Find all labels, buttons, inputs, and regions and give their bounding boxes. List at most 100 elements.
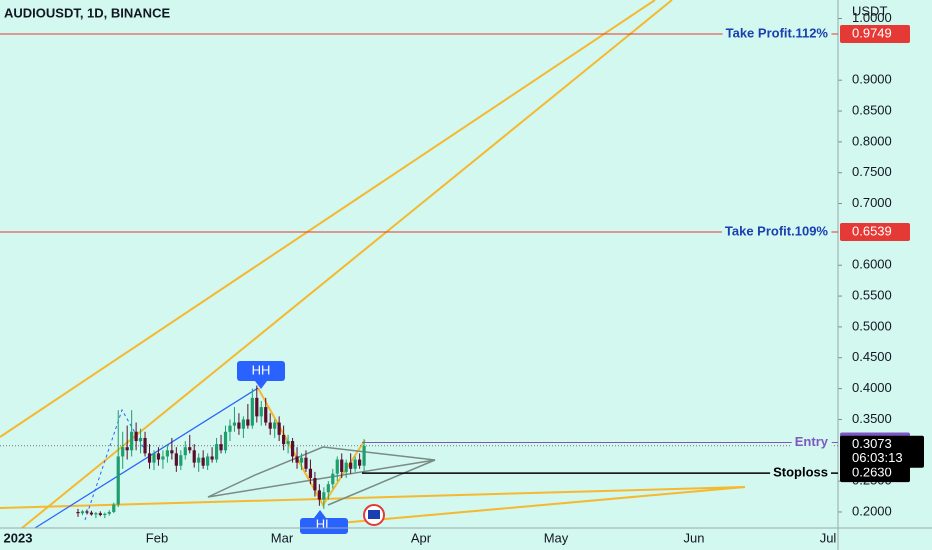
candle-body <box>197 457 201 463</box>
hh-badge <box>237 361 285 381</box>
candle-body <box>290 441 295 457</box>
price-tag-label: 0.6539 <box>852 223 892 238</box>
countdown: 06:03:13 <box>852 450 903 465</box>
candle-body <box>228 425 232 432</box>
candle-body <box>259 407 263 417</box>
candle-body <box>161 456 165 460</box>
candle-body <box>206 456 210 466</box>
candle-body <box>125 447 129 451</box>
candle-body <box>219 444 223 451</box>
x-tick-label: Apr <box>411 530 432 545</box>
candle-body <box>210 456 214 460</box>
candle-body <box>134 431 138 442</box>
hl-badge <box>300 518 348 534</box>
chart-title: AUDIOUSDT, 1D, BINANCE <box>4 5 170 20</box>
price-tag-label: 0.9749 <box>852 25 892 40</box>
candle-body <box>192 450 196 463</box>
candle-body <box>112 504 116 512</box>
candle-body <box>143 437 147 454</box>
candle-body <box>152 453 156 463</box>
last-price-label: 0.3073 <box>852 436 892 451</box>
candle-body <box>156 453 161 460</box>
price-line-label: Stoploss <box>773 465 828 480</box>
last-price-tag <box>840 435 924 468</box>
candle-body <box>174 453 178 466</box>
candle-body <box>241 419 245 429</box>
y-tick-label: 0.9000 <box>852 72 892 87</box>
annotation: HL <box>316 516 333 531</box>
y-tick-label: 0.7500 <box>852 164 892 179</box>
candle-body <box>286 441 290 445</box>
candle-body <box>237 422 241 429</box>
candle-body <box>232 422 237 426</box>
candle-body <box>201 457 205 466</box>
candle-body <box>317 490 321 500</box>
candle-body <box>98 513 102 516</box>
price-tag <box>840 24 910 43</box>
candle-body <box>94 513 98 515</box>
candle-body <box>188 447 192 451</box>
price-tag <box>840 464 910 483</box>
price-line-label: Take Profit.109% <box>725 223 829 238</box>
label-bg <box>722 25 832 41</box>
candle-body <box>246 419 250 426</box>
candle-body <box>308 468 313 479</box>
candle-body <box>130 431 134 451</box>
y-tick-label: 0.7000 <box>852 195 892 210</box>
price-tag <box>840 222 910 241</box>
candle-body <box>138 437 143 442</box>
trend-line <box>0 486 746 509</box>
candle-body <box>147 453 152 463</box>
candle-body <box>313 478 317 491</box>
label-bg <box>721 223 832 239</box>
candle-body <box>299 457 304 463</box>
y-tick-label: 0.5500 <box>852 288 892 303</box>
triangle-pattern <box>327 459 436 506</box>
candle-body <box>282 434 286 445</box>
y-tick-label: 0.8500 <box>852 102 892 117</box>
candle-body <box>255 397 259 417</box>
x-tick-label: Mar <box>271 530 294 545</box>
flag-icon <box>368 510 380 519</box>
label-bg <box>791 433 832 449</box>
candle-body <box>349 462 353 469</box>
candle-body <box>121 447 125 457</box>
candle-body <box>214 444 219 460</box>
candle-body <box>358 459 362 466</box>
y-tick-label: 0.4500 <box>852 349 892 364</box>
candle-body <box>223 431 228 451</box>
candle-body <box>268 422 272 429</box>
label-bg <box>770 464 831 480</box>
annotation: HH <box>252 362 271 377</box>
price-line-label: Entry <box>795 434 829 449</box>
candle-body <box>304 457 308 469</box>
candle-body <box>76 511 80 514</box>
candle-body <box>353 459 357 469</box>
candle-body <box>170 450 174 454</box>
candle-body <box>326 484 330 493</box>
candle-body <box>85 511 89 513</box>
candle-body <box>331 473 335 485</box>
candle-body <box>89 512 94 515</box>
trend-line <box>339 486 746 524</box>
candle-body <box>344 462 348 472</box>
candle-body <box>362 445 366 466</box>
x-tick-label: May <box>544 530 569 545</box>
candle-body <box>273 422 277 429</box>
y-tick-label: 0.3500 <box>852 411 892 426</box>
candle-body <box>107 511 111 514</box>
hh-badge <box>255 381 267 389</box>
candle-body <box>103 513 107 516</box>
candle-body <box>179 455 183 466</box>
y-tick-label: 0.6000 <box>852 257 892 272</box>
candle-body <box>80 511 85 514</box>
candle-body <box>277 422 281 435</box>
x-tick-label: 2023 <box>4 530 33 545</box>
x-tick-label: Feb <box>146 530 168 545</box>
x-tick-label: Jul <box>820 530 837 545</box>
candle-body <box>183 447 187 456</box>
candle-body <box>250 397 254 426</box>
axis-unit: USDT <box>852 3 887 18</box>
y-tick-label: 0.5000 <box>852 318 892 333</box>
